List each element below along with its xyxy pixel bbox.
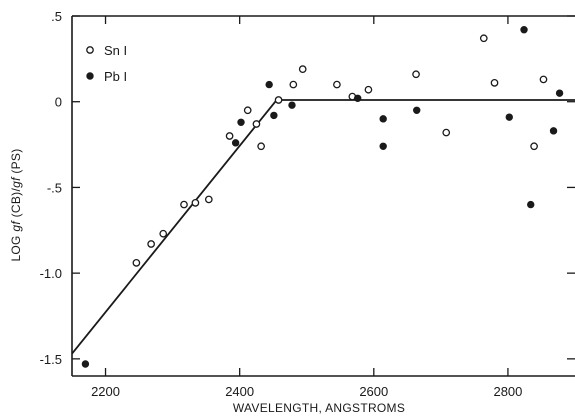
legend-marker [86,46,94,54]
sn-i-point [191,199,200,207]
sn-i-point [539,75,548,84]
x-tick-label: 2800 [493,384,522,399]
pb-i-point [520,26,528,34]
pb-i-point [549,127,558,135]
sn-i-point [442,128,451,137]
sn-i-point [159,229,168,238]
sn-i-point [147,240,155,248]
sn-i-point [180,200,188,209]
x-axis-title: WAVELENGTH, ANGSTROMS [233,401,405,415]
y-tick-label: .5 [51,9,62,24]
sn-i-point [333,80,341,89]
fit-line [71,99,575,355]
y-tick-label: -.5 [47,180,62,195]
pb-i-point [379,142,387,150]
pb-i-point [379,115,387,123]
x-tick-label: 2600 [359,384,388,399]
pb-i-point [413,106,421,114]
pb-i-point [288,101,296,109]
sn-i-point [243,106,252,115]
axes: .5 0 -.5 -1.0 -1.5 2200 2400 2600 2800 [40,9,575,399]
pb-i-point [265,80,273,89]
y-tick-label: 0 [55,95,62,110]
sn-i-point [257,142,265,151]
legend-marker [86,72,94,80]
sn-i-point [530,142,538,151]
pb-i-point [237,118,245,126]
legend-label: Sn I [104,43,127,58]
fit-line-group [71,99,575,355]
legend: Sn I Pb I [86,43,127,84]
sn-i-point [298,65,307,73]
pb-i-point [505,113,513,121]
sn-i-point [289,80,298,89]
pb-i-point [527,200,535,209]
sn-i-point [132,259,141,267]
sn-i-point [490,79,499,87]
y-tick-label: -1.5 [40,352,62,367]
sn-i-point [274,96,283,104]
sn-i-point [412,70,420,79]
sn-i-point [479,34,488,43]
y-tick-label: -1.0 [40,266,62,281]
legend-label: Pb I [104,69,127,84]
data-points [81,26,564,368]
pb-i-point [231,139,240,147]
pb-i-point [555,89,564,97]
pb-i-point [354,94,362,102]
sn-i-point [204,195,213,204]
sn-i-point [364,85,373,94]
sn-i-point [252,120,261,128]
y-axis-title: LOG gf (CB)/gf (PS) [9,148,23,261]
x-tick-label: 2400 [225,384,254,399]
pb-i-point [270,111,278,120]
x-tick-label: 2200 [91,384,120,399]
pb-i-point [81,360,90,368]
sn-i-point [225,132,234,140]
